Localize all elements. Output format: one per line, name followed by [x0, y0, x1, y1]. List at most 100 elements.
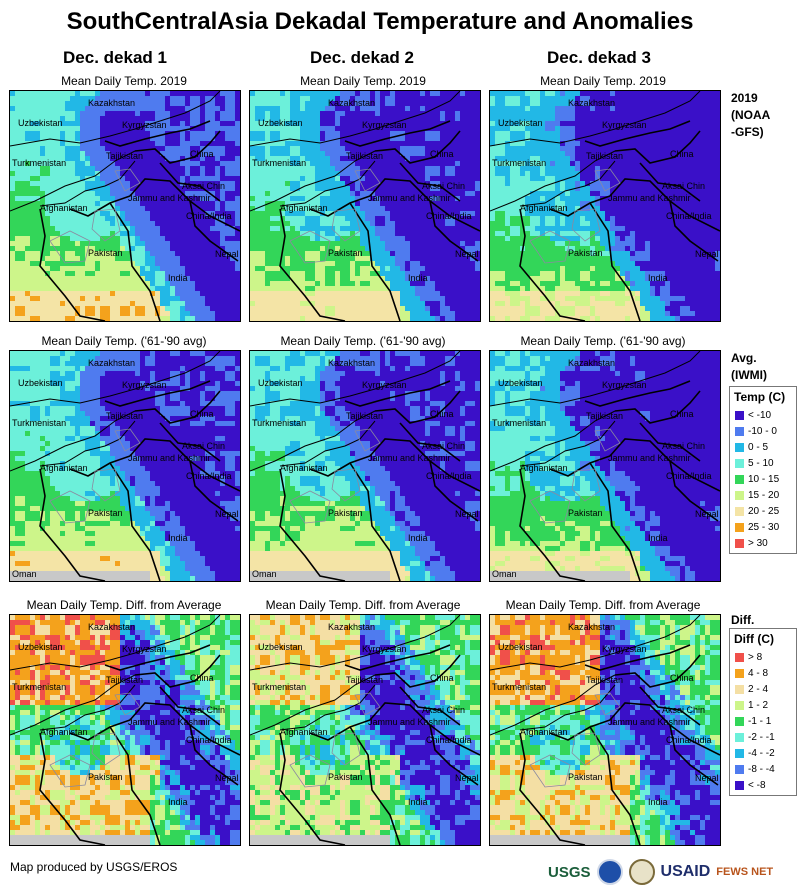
province-border: [529, 230, 571, 264]
country-border: [69, 438, 239, 522]
province-border: [571, 208, 601, 242]
map-place-label: Turkmenistan: [492, 682, 546, 692]
country-border: [519, 208, 586, 321]
country-border: [584, 380, 691, 407]
country-border: [10, 674, 136, 736]
legend-swatch: [735, 700, 744, 710]
map-place-label: Turkmenistan: [12, 158, 66, 168]
map-place-label: Turkmenistan: [492, 158, 546, 168]
map-place-label: India: [168, 273, 188, 283]
country-border: [69, 178, 239, 262]
map-place-label: Nepal: [215, 773, 239, 783]
legend-item: 15 - 20: [732, 487, 794, 503]
province-border: [354, 692, 381, 716]
province-border: [49, 754, 91, 788]
legend-swatch: [735, 426, 744, 436]
country-border: [109, 462, 161, 581]
map-place-label: Aksai Chin: [662, 441, 705, 451]
country-border: [490, 150, 616, 212]
country-border: [584, 644, 691, 671]
country-border: [250, 91, 461, 147]
map-place-label: Kyrgyzstan: [122, 380, 167, 390]
map-place-label: Aksai Chin: [182, 705, 225, 715]
column-head-dekad-3: Dec. dekad 3: [547, 48, 651, 67]
map-place-label: Aksai Chin: [422, 705, 465, 715]
column-head-dekad-1: Dec. dekad 1: [63, 48, 167, 67]
map-place-label: Tajikistan: [346, 151, 383, 161]
country-border: [374, 654, 461, 688]
country-border: [639, 422, 701, 462]
map-place-label: Oman: [12, 569, 37, 579]
map-place-label: Uzbekistan: [498, 118, 543, 128]
legend-item: -8 - -4: [732, 761, 794, 777]
side-label-line: 2019: [731, 91, 758, 105]
province-border: [49, 230, 91, 264]
province-border: [289, 490, 331, 524]
province-border: [289, 754, 331, 788]
country-border: [639, 162, 701, 202]
legend-item: > 8: [732, 649, 794, 665]
country-border: [104, 644, 211, 671]
country-border: [614, 390, 701, 424]
map-canvas: Kazakhstan Uzbekistan Kyrgyzstan Turkmenist…: [490, 351, 720, 581]
legend-item: 1 - 2: [732, 697, 794, 713]
side-label-line: (NOAA: [731, 108, 771, 122]
map-place-label: Pakistan: [568, 508, 603, 518]
legend-item: 0 - 5: [732, 439, 794, 455]
map-place-label: Nepal: [455, 773, 479, 783]
usaid-logo: USAID: [660, 863, 711, 880]
country-border: [429, 460, 480, 492]
map-place-label: Jammu and Kashmir: [368, 453, 451, 463]
country-border: [159, 422, 221, 462]
country-border: [39, 420, 136, 467]
map-place-label: Oman: [252, 569, 277, 579]
country-border: [279, 160, 376, 207]
province-border: [289, 230, 331, 264]
map-place-label: Kazakhstan: [88, 622, 135, 632]
map-average-dekad-3: Kazakhstan Uzbekistan Kyrgyzstan Turkmenist…: [489, 350, 721, 582]
country-border: [584, 120, 691, 147]
map-place-label: Turkmenistan: [12, 682, 66, 692]
province-border: [571, 732, 601, 766]
province-border: [354, 168, 381, 192]
map-average-dekad-1: Kazakhstan Uzbekistan Kyrgyzstan Turkmenist…: [9, 350, 241, 582]
map-place-label: China/India: [426, 735, 472, 745]
map-place-label: India: [648, 797, 668, 807]
legend-swatch: [735, 490, 744, 500]
legend-label: 4 - 8: [748, 667, 769, 679]
map-canvas: Kazakhstan Uzbekistan Kyrgyzstan Turkmenist…: [250, 615, 480, 845]
legend-label: 20 - 25: [748, 505, 780, 517]
map-place-label: Jammu and Kashmir: [128, 193, 211, 203]
country-border: [104, 120, 211, 147]
map-place-label: Aksai Chin: [422, 181, 465, 191]
side-label-line: Diff.: [731, 613, 755, 627]
caption-current-2: Mean Daily Temp. 2019: [300, 74, 426, 88]
legend-label: -1 - 1: [748, 715, 772, 727]
map-place-label: China: [190, 149, 214, 159]
country-border: [39, 684, 136, 731]
country-border: [39, 732, 106, 845]
map-place-label: Kyrgyzstan: [122, 120, 167, 130]
caption-average-1: Mean Daily Temp. ('61-'90 avg): [41, 334, 207, 348]
country-border: [490, 410, 616, 472]
map-canvas: Kazakhstan Uzbekistan Kyrgyzstan Turkmenist…: [490, 91, 720, 321]
map-place-label: Jammu and Kashmir: [128, 717, 211, 727]
legend-label: 2 - 4: [748, 683, 769, 695]
country-border: [519, 468, 586, 581]
country-border: [669, 200, 720, 232]
legend-label: < -8: [748, 779, 766, 791]
map-place-label: Tajikistan: [586, 411, 623, 421]
legend-label: 15 - 20: [748, 489, 780, 501]
legend-swatch: [735, 732, 744, 742]
province-border: [594, 168, 621, 192]
map-place-label: China: [430, 409, 454, 419]
map-place-label: China: [190, 409, 214, 419]
map-place-label: Jammu and Kashmir: [368, 193, 451, 203]
province-border: [331, 468, 361, 502]
map-place-label: Pakistan: [88, 772, 123, 782]
province-border: [594, 428, 621, 452]
map-place-label: Kyrgyzstan: [122, 644, 167, 654]
map-place-label: Nepal: [215, 249, 239, 259]
map-place-label: Tajikistan: [586, 151, 623, 161]
map-place-label: Uzbekistan: [258, 378, 303, 388]
